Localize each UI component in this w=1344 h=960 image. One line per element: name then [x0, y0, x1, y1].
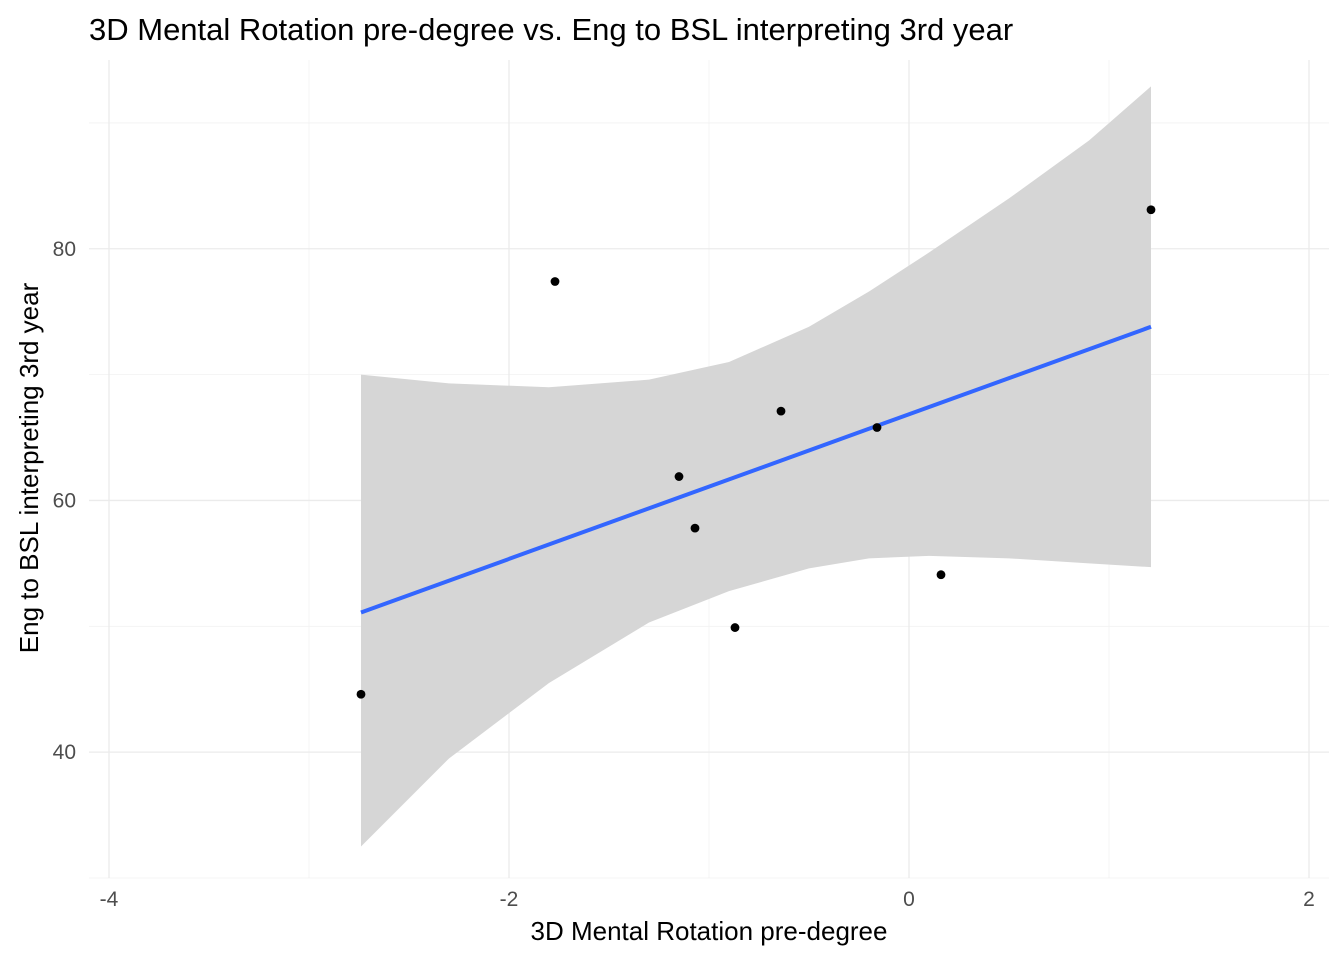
x-tick-label: -2	[500, 888, 519, 911]
confidence-band-layer	[361, 86, 1151, 847]
data-point	[872, 423, 882, 432]
regression-line	[360, 324, 1152, 615]
chart-title: 3D Mental Rotation pre-degree vs. Eng to…	[89, 12, 1013, 47]
data-point	[674, 472, 684, 481]
points-layer	[356, 205, 1156, 699]
x-tick-label: -4	[100, 888, 119, 911]
confidence-band	[361, 86, 1151, 847]
y-axis-ticks: 40 60 80	[53, 238, 76, 764]
x-axis-ticks: -4 -2 0 2	[100, 888, 1315, 911]
y-tick-label: 60	[53, 489, 76, 512]
data-point	[936, 570, 946, 580]
y-tick-label: 80	[53, 238, 76, 261]
data-point	[1146, 205, 1156, 215]
data-point	[550, 277, 560, 286]
y-axis-title: Eng to BSL interpreting 3rd year	[14, 282, 44, 653]
x-tick-label: 0	[903, 888, 915, 911]
data-point	[690, 523, 700, 533]
data-point	[356, 689, 366, 699]
fit-line-layer	[360, 324, 1152, 615]
y-tick-label: 40	[53, 741, 76, 764]
data-point	[776, 406, 786, 416]
x-axis-title: 3D Mental Rotation pre-degree	[531, 916, 888, 946]
x-tick-label: 2	[1303, 888, 1315, 911]
data-point	[730, 623, 740, 632]
